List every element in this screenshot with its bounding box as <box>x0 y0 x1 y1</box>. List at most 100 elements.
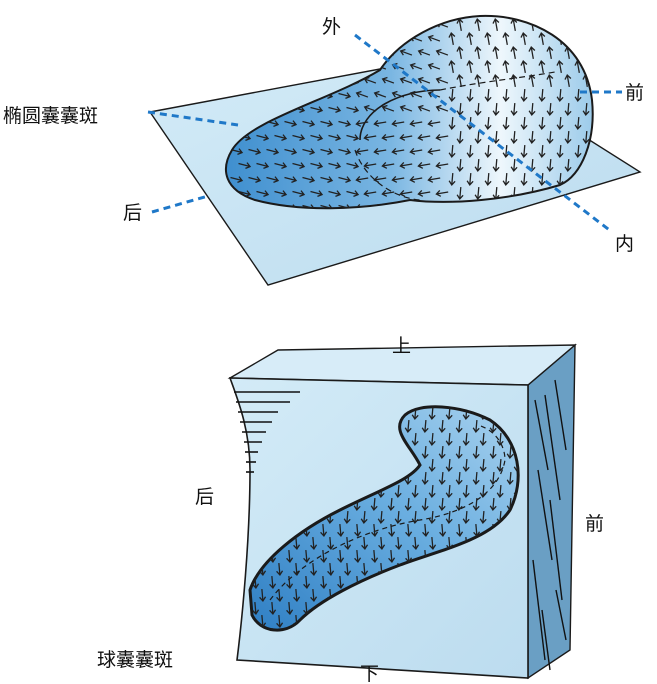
polarity-arrow <box>438 497 446 512</box>
polarity-arrow <box>421 497 429 512</box>
polarity-arrow <box>269 575 277 590</box>
polarity-arrow <box>310 50 324 58</box>
polarity-arrow <box>600 19 608 32</box>
polarity-arrow <box>448 116 456 131</box>
polarity-arrow <box>286 575 294 590</box>
polarity-arrow <box>409 175 423 183</box>
polarity-arrow <box>427 147 441 155</box>
polarity-arrow <box>293 562 301 577</box>
polarity-arrow <box>363 76 377 84</box>
polarity-arrow <box>474 18 482 32</box>
polarity-arrow <box>292 22 306 30</box>
polarity-arrow <box>293 588 301 603</box>
polarity-arrow <box>391 90 405 98</box>
polarity-arrow <box>472 497 480 512</box>
polarity-arrow <box>546 102 554 117</box>
polarity-arrow <box>310 106 324 114</box>
polarity-arrow <box>266 148 280 156</box>
polarity-arrow <box>438 419 446 434</box>
polarity-arrow <box>256 78 270 86</box>
polarity-arrow <box>276 562 284 577</box>
polarity-arrow <box>248 148 262 156</box>
polarity-arrow <box>328 190 342 198</box>
polarity-arrow <box>320 523 328 538</box>
polarity-arrow <box>455 445 463 460</box>
polarity-arrow <box>492 74 500 88</box>
polarity-arrow <box>269 601 277 616</box>
polarity-arrow <box>506 471 514 486</box>
polarity-arrow <box>438 445 446 460</box>
polarity-arrow <box>303 575 311 590</box>
polarity-arrow <box>510 18 518 32</box>
label-back-top: 后 <box>123 202 142 224</box>
polarity-arrow <box>361 562 369 577</box>
polarity-arrow <box>462 510 470 525</box>
polarity-arrow <box>371 523 379 538</box>
polarity-arrow <box>381 161 395 169</box>
polarity-arrow <box>355 147 369 155</box>
polarity-arrow <box>520 32 528 46</box>
polarity-arrow <box>466 144 474 159</box>
polarity-arrow <box>502 172 510 187</box>
polarity-arrow <box>409 62 423 70</box>
polarity-arrow <box>582 130 590 145</box>
polarity-arrow <box>274 190 288 198</box>
polarity-arrow <box>429 536 437 551</box>
polarity-arrow <box>302 36 316 44</box>
polarity-arrow <box>337 549 345 564</box>
polarity-arrow <box>435 189 449 197</box>
polarity-arrow <box>556 60 564 74</box>
polarity-arrow <box>238 22 252 30</box>
polarity-arrow <box>256 134 270 142</box>
polarity-arrow <box>292 134 306 142</box>
polarity-arrow <box>592 200 593 209</box>
polarity-arrow <box>456 102 464 117</box>
polarity-arrow <box>489 445 497 460</box>
polarity-arrow <box>310 190 324 198</box>
polarity-arrow <box>448 88 456 103</box>
polarity-arrow <box>391 175 405 183</box>
polarity-arrow <box>411 510 419 525</box>
polarity-arrow <box>546 18 554 32</box>
polarity-arrow <box>520 116 528 131</box>
polarity-arrow <box>404 497 412 512</box>
polarity-arrow <box>474 130 482 145</box>
polarity-arrow <box>344 562 352 577</box>
label-front-top: 前 <box>625 82 644 104</box>
polarity-arrow <box>238 78 252 86</box>
polarity-arrow <box>338 120 352 128</box>
polarity-arrow <box>435 104 449 112</box>
utricle-leaders <box>147 33 622 234</box>
polarity-arrow <box>427 62 441 70</box>
polarity-arrow <box>574 116 582 131</box>
polarity-arrow <box>520 144 528 159</box>
polarity-arrow <box>489 471 497 486</box>
polarity-arrow <box>310 162 324 170</box>
label-up: 上 <box>392 335 411 357</box>
polarity-arrow <box>538 172 546 187</box>
polarity-arrow <box>492 46 500 60</box>
polarity-arrow <box>381 104 395 112</box>
polarity-arrow <box>427 34 441 42</box>
polarity-arrow <box>266 176 280 184</box>
polarity-arrow <box>479 458 487 473</box>
polarity-arrow <box>502 32 510 46</box>
polarity-arrow <box>346 50 360 58</box>
polarity-arrow <box>310 22 324 30</box>
polarity-arrow <box>373 147 387 155</box>
polarity-arrow <box>391 34 405 42</box>
polarity-arrow <box>472 471 480 486</box>
polarity-arrow <box>310 588 318 603</box>
polarity-arrow <box>346 162 360 170</box>
polarity-arrow <box>338 92 352 100</box>
polarity-arrow <box>582 102 590 117</box>
polarity-arrow <box>510 46 518 60</box>
polarity-arrow <box>538 116 546 131</box>
polarity-arrow <box>474 158 482 173</box>
polarity-arrow <box>456 18 464 32</box>
polarity-arrow <box>462 458 470 473</box>
polarity-arrow <box>405 523 413 538</box>
polarity-arrow <box>564 74 572 88</box>
polarity-arrow <box>556 172 564 187</box>
polarity-arrow <box>456 523 464 538</box>
